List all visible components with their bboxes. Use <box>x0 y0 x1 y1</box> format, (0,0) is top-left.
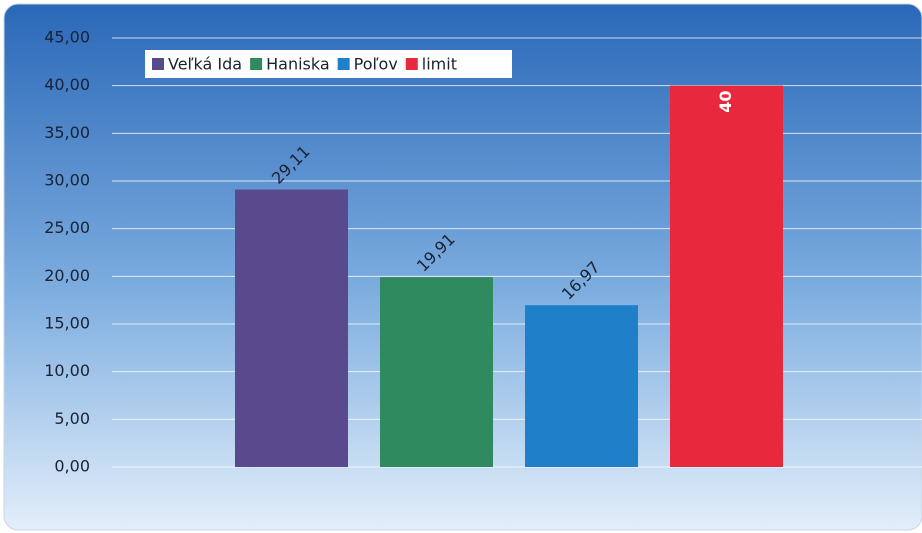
legend-box <box>145 50 512 78</box>
legend-label: Veľká Ida <box>168 55 242 74</box>
bar <box>670 85 783 468</box>
y-tick-label: 0,00 <box>54 457 90 476</box>
y-tick-label: 10,00 <box>44 361 90 380</box>
y-tick-label: 35,00 <box>44 123 90 142</box>
y-tick-label: 40,00 <box>44 75 90 94</box>
y-tick-label: 5,00 <box>54 409 90 428</box>
y-tick-label: 15,00 <box>44 314 90 333</box>
bar <box>525 305 638 467</box>
bar <box>235 189 348 467</box>
legend-label: Haniska <box>266 55 330 74</box>
y-tick-label: 30,00 <box>44 171 90 190</box>
legend-swatch <box>405 58 418 70</box>
y-tick-label: 25,00 <box>44 218 90 237</box>
legend-label: limit <box>422 55 457 74</box>
legend-swatch <box>250 58 263 70</box>
data-label: 40 <box>716 91 735 113</box>
legend-swatch <box>152 58 164 70</box>
legend-swatch <box>337 58 350 70</box>
legend-label: Poľov <box>354 55 398 74</box>
y-tick-label: 45,00 <box>44 28 90 47</box>
y-tick-label: 20,00 <box>44 266 90 285</box>
bar <box>380 277 493 467</box>
